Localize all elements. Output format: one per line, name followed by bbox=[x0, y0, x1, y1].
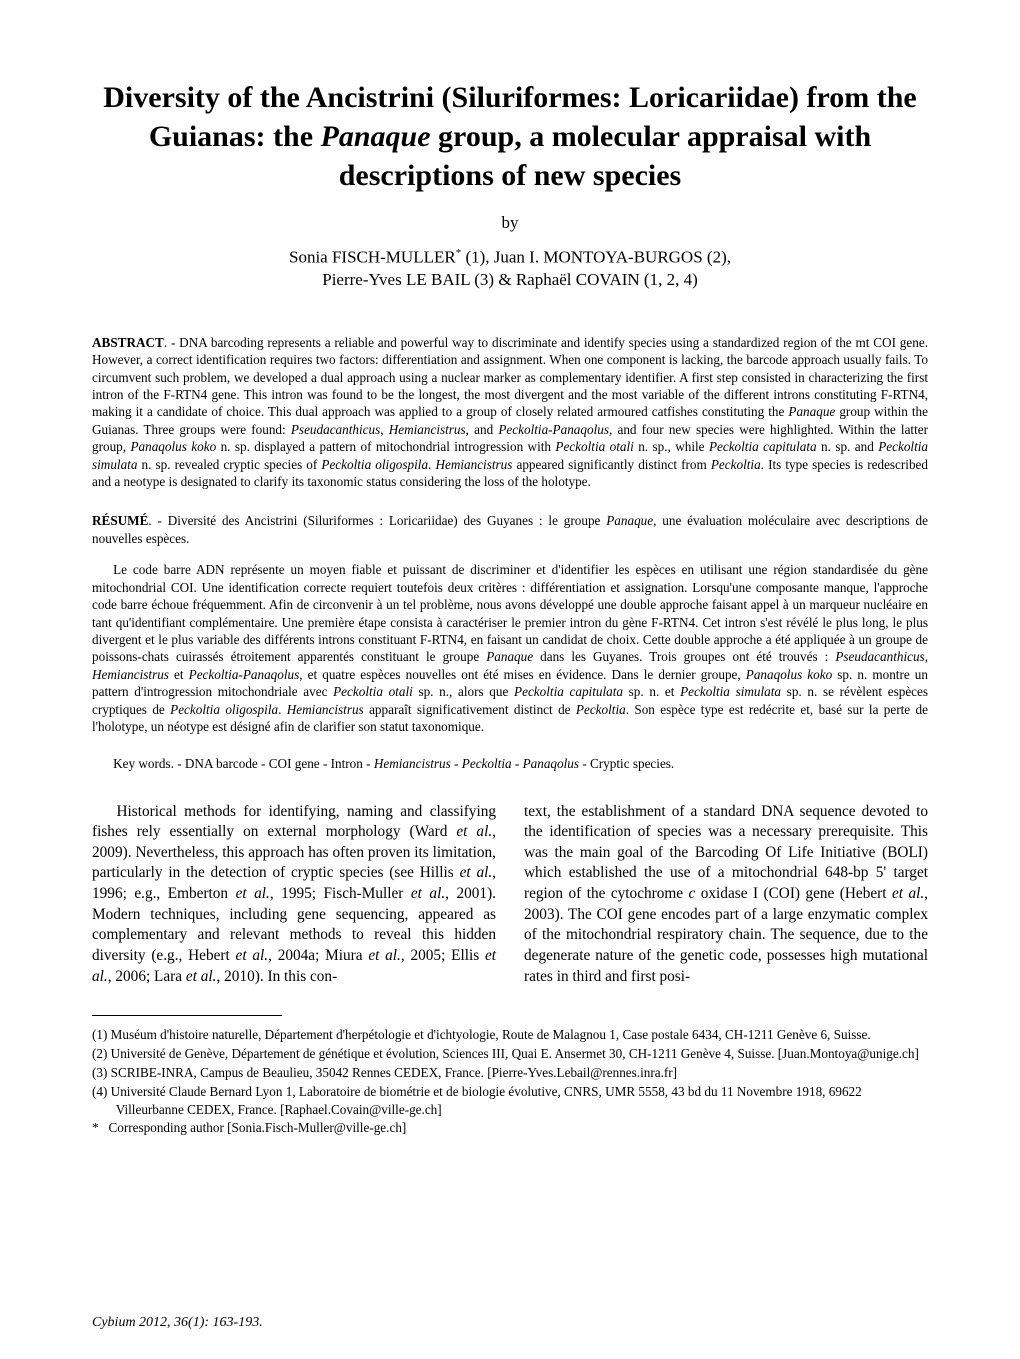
footnote-1: (1) Muséum d'histoire naturelle, Départe… bbox=[92, 1026, 928, 1044]
footnotes: (1) Muséum d'histoire naturelle, Départe… bbox=[92, 1026, 928, 1137]
resume-label: RÉSUMÉ bbox=[92, 513, 148, 528]
authors-line-2: Pierre-Yves LE BAIL (3) & Raphaël COVAIN… bbox=[92, 270, 928, 290]
resume-lead-block: RÉSUMÉ. - Diversité des Ancistrini (Silu… bbox=[92, 512, 928, 547]
abstract-label: ABSTRACT bbox=[92, 335, 164, 350]
footnote-4: (4) Université Claude Bernard Lyon 1, La… bbox=[92, 1083, 928, 1119]
article-title: Diversity of the Ancistrini (Siluriforme… bbox=[92, 78, 928, 195]
footnote-corresponding: * Corresponding author [Sonia.Fisch-Mull… bbox=[92, 1119, 928, 1137]
footnote-2: (2) Université de Genève, Département de… bbox=[92, 1045, 928, 1063]
body-columns: Historical methods for identifying, nami… bbox=[92, 802, 928, 988]
body-col2-para: text, the establishment of a standard DN… bbox=[524, 802, 928, 988]
resume-body: Le code barre ADN représente un moyen fi… bbox=[92, 561, 928, 735]
authors-line-1: Sonia FISCH-MULLER* (1), Juan I. MONTOYA… bbox=[92, 247, 928, 268]
footnote-rule bbox=[92, 1015, 282, 1016]
body-column-right: text, the establishment of a standard DN… bbox=[524, 802, 928, 988]
keywords: Key words. - DNA barcode - COI gene - In… bbox=[92, 756, 928, 772]
resume-lead: . - Diversité des Ancistrini (Siluriform… bbox=[92, 513, 928, 545]
abstract-text: . - DNA barcoding represents a reliable … bbox=[92, 335, 928, 489]
footnote-3: (3) SCRIBE-INRA, Campus de Beaulieu, 350… bbox=[92, 1064, 928, 1082]
by-line: by bbox=[92, 213, 928, 233]
abstract-block: ABSTRACT. - DNA barcoding represents a r… bbox=[92, 334, 928, 491]
page-footer-citation: Cybium 2012, 36(1): 163-193. bbox=[92, 1315, 263, 1331]
body-col1-para: Historical methods for identifying, nami… bbox=[92, 802, 496, 988]
body-column-left: Historical methods for identifying, nami… bbox=[92, 802, 496, 988]
